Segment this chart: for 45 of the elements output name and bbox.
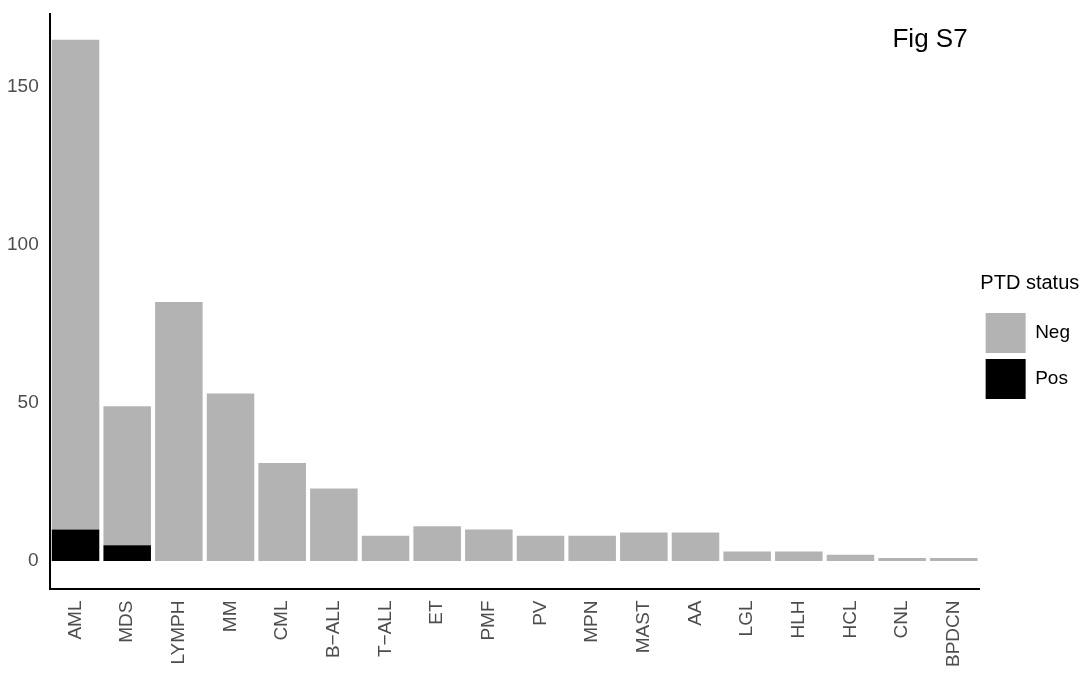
x-tick-label: AA (683, 600, 705, 626)
y-tick-label: 50 (17, 391, 39, 413)
bar (930, 557, 978, 562)
x-tick-label: HCL (838, 600, 860, 639)
bar (155, 301, 203, 562)
bar (775, 551, 823, 562)
bar (413, 526, 461, 562)
legend-label: Neg (1035, 321, 1070, 343)
x-tick-label: LYMPH (167, 600, 189, 665)
x-tick-label: PMF (477, 600, 499, 641)
bar (103, 545, 151, 562)
bar (826, 554, 875, 562)
x-tick-label: B−ALL (322, 600, 344, 659)
x-tick-label: HLH (787, 600, 809, 639)
x-tick-label: BPDCN (942, 600, 964, 668)
x-tick-label: MM (218, 600, 240, 633)
x-tick-label: CML (270, 600, 292, 641)
x-tick-label: CNL (890, 600, 912, 639)
chart-title: Fig S7 (892, 22, 968, 53)
y-tick-label: 150 (7, 75, 39, 97)
bar (878, 557, 926, 562)
legend-title: PTD status (980, 270, 1080, 293)
bar (361, 535, 410, 562)
bar (465, 529, 513, 562)
x-tick-label: MPN (580, 600, 602, 643)
x-tick-label: AML (63, 600, 85, 640)
x-tick-label: MDS (115, 600, 137, 643)
y-tick-label: 100 (7, 233, 39, 255)
x-tick-label: MAST (632, 600, 654, 654)
bar (723, 551, 771, 562)
x-tick-label: LGL (735, 600, 757, 637)
bar (206, 393, 255, 562)
legend-label: Pos (1035, 367, 1068, 389)
y-tick-label: 0 (28, 549, 39, 571)
x-tick-label: T−ALL (373, 600, 395, 658)
bar (51, 39, 100, 530)
x-tick-label: PV (528, 600, 550, 626)
bar (516, 535, 565, 562)
bar (568, 535, 616, 562)
x-tick-label: ET (425, 600, 447, 625)
bar (671, 532, 720, 562)
bar (258, 463, 306, 562)
bar (103, 406, 151, 546)
bar (310, 488, 358, 562)
bar (620, 532, 668, 562)
